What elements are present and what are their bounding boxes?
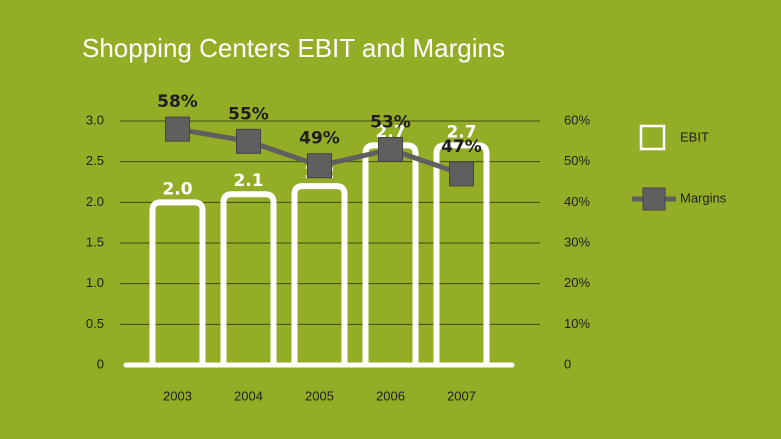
bar: [291, 183, 348, 365]
x-tick-label: 2004: [234, 388, 263, 403]
y-tick-label: 0: [97, 356, 104, 371]
y-tick-label: 2.5: [86, 153, 104, 168]
margin-marker: [307, 153, 332, 179]
bar-value-label: 2.7: [446, 122, 476, 142]
margin-value-label: 55%: [228, 104, 269, 124]
margin-marker: [236, 128, 261, 154]
x-tick-label: 2007: [447, 388, 476, 403]
y2-tick-label: 60%: [564, 112, 590, 127]
y2-tick-label: 10%: [564, 316, 590, 331]
x-tick-label: 2006: [376, 388, 405, 403]
y2-tick-label: 0: [564, 356, 571, 371]
margin-marker: [165, 116, 190, 142]
y-tick-label: 3.0: [86, 112, 104, 127]
y2-tick-label: 30%: [564, 234, 590, 249]
chart-title: Shopping Centers EBIT and Margins: [82, 33, 505, 63]
y-tick-label: 1.5: [86, 234, 104, 249]
margin-value-label: 58%: [157, 92, 198, 112]
x-tick-label: 2003: [163, 388, 192, 403]
legend-marker: [642, 187, 666, 211]
margin-value-label: 53%: [370, 112, 411, 132]
bar: [149, 199, 206, 365]
y2-tick-label: 50%: [564, 153, 590, 168]
y2-tick-label: 20%: [564, 275, 590, 290]
margin-marker: [449, 161, 474, 187]
margin-value-label: 49%: [299, 129, 340, 149]
bar: [220, 191, 277, 365]
bar-value-label: 2.1: [233, 171, 263, 191]
legend-label: EBIT: [680, 129, 709, 144]
margin-value-label: 47%: [441, 137, 482, 157]
margin-marker: [378, 136, 403, 162]
legend-label: Margins: [680, 190, 727, 205]
y2-tick-label: 40%: [564, 194, 590, 209]
x-tick-label: 2005: [305, 388, 334, 403]
y-tick-label: 2.0: [86, 194, 104, 209]
legend-swatch: [639, 124, 666, 151]
y-tick-label: 0.5: [86, 316, 104, 331]
y-tick-label: 1.0: [86, 275, 104, 290]
bar: [433, 142, 490, 365]
bar-value-label: 2.0: [162, 179, 192, 199]
